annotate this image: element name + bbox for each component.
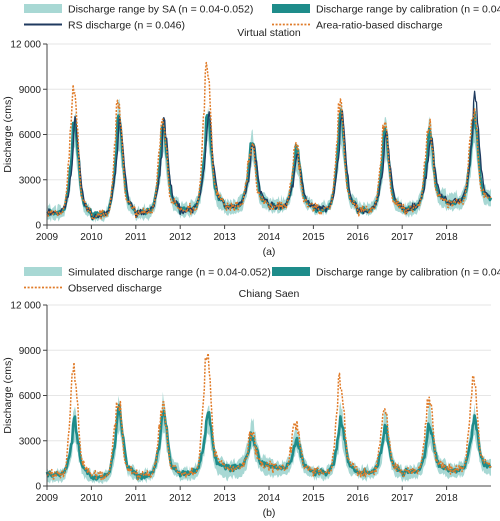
y-tick-label: 0 — [35, 482, 41, 493]
y-tick-label: 6000 — [19, 130, 42, 141]
legend-entry: Area-ratio-based discharge — [316, 20, 443, 32]
x-tick-label: 2014 — [258, 232, 281, 243]
y-axis-label: Discharge (cms) — [2, 96, 14, 172]
x-tick-label: 2012 — [169, 232, 192, 243]
y-tick-label: 12 000 — [10, 301, 41, 312]
y-tick-label: 3000 — [19, 175, 42, 186]
panel-subtitle: (a) — [263, 246, 276, 258]
x-tick-label: 2014 — [258, 493, 281, 504]
legend-entry: Discharge range by calibration (n = 0.04… — [316, 267, 500, 279]
series-band-range — [47, 391, 491, 484]
legend-entry: Discharge range by calibration (n = 0.04… — [316, 4, 500, 16]
x-tick-label: 2009 — [36, 232, 59, 243]
x-tick-label: 2017 — [391, 493, 414, 504]
chart-panel-a: Discharge range by SA (n = 0.04-0.052) Di… — [2, 4, 500, 259]
legend-entry: Observed discharge — [68, 283, 162, 295]
y-tick-label: 3000 — [19, 436, 42, 447]
y-tick-label: 9000 — [19, 346, 42, 357]
y-tick-label: 0 — [35, 221, 41, 232]
x-tick-label: 2015 — [302, 493, 325, 504]
chart-panel-b: Simulated discharge range (n = 0.04-0.05… — [2, 267, 500, 520]
legend-swatch-calibration — [272, 4, 310, 13]
x-tick-label: 2013 — [213, 493, 236, 504]
panel-title: Chiang Saen — [239, 288, 300, 300]
x-tick-label: 2011 — [125, 493, 147, 504]
y-tick-label: 12 000 — [10, 40, 41, 51]
y-tick-label: 9000 — [19, 85, 42, 96]
x-tick-label: 2011 — [125, 232, 147, 243]
legend-entry: RS discharge (n = 0.046) — [68, 20, 185, 32]
y-tick-label: 6000 — [19, 391, 42, 402]
panel-subtitle: (b) — [263, 507, 276, 519]
legend-entry: Discharge range by SA (n = 0.04-0.052) — [68, 4, 253, 16]
x-tick-label: 2017 — [391, 232, 414, 243]
y-axis-label: Discharge (cms) — [2, 357, 14, 433]
x-tick-label: 2016 — [347, 493, 370, 504]
legend-swatch-band — [24, 4, 62, 13]
x-tick-label: 2018 — [435, 493, 458, 504]
x-tick-label: 2010 — [80, 493, 103, 504]
x-tick-label: 2013 — [213, 232, 236, 243]
series-area-ratio-discharge — [46, 61, 492, 221]
x-tick-label: 2012 — [169, 493, 192, 504]
x-tick-label: 2018 — [435, 232, 458, 243]
legend-entry: Simulated discharge range (n = 0.04-0.05… — [68, 267, 271, 279]
x-tick-label: 2009 — [36, 493, 59, 504]
x-tick-label: 2010 — [80, 232, 103, 243]
series-observed-discharge — [46, 352, 492, 481]
legend-swatch-calibration — [272, 267, 310, 276]
panel-title: Virtual station — [237, 27, 301, 39]
x-tick-label: 2016 — [347, 232, 370, 243]
legend-swatch-band — [24, 267, 62, 276]
x-tick-label: 2015 — [302, 232, 325, 243]
